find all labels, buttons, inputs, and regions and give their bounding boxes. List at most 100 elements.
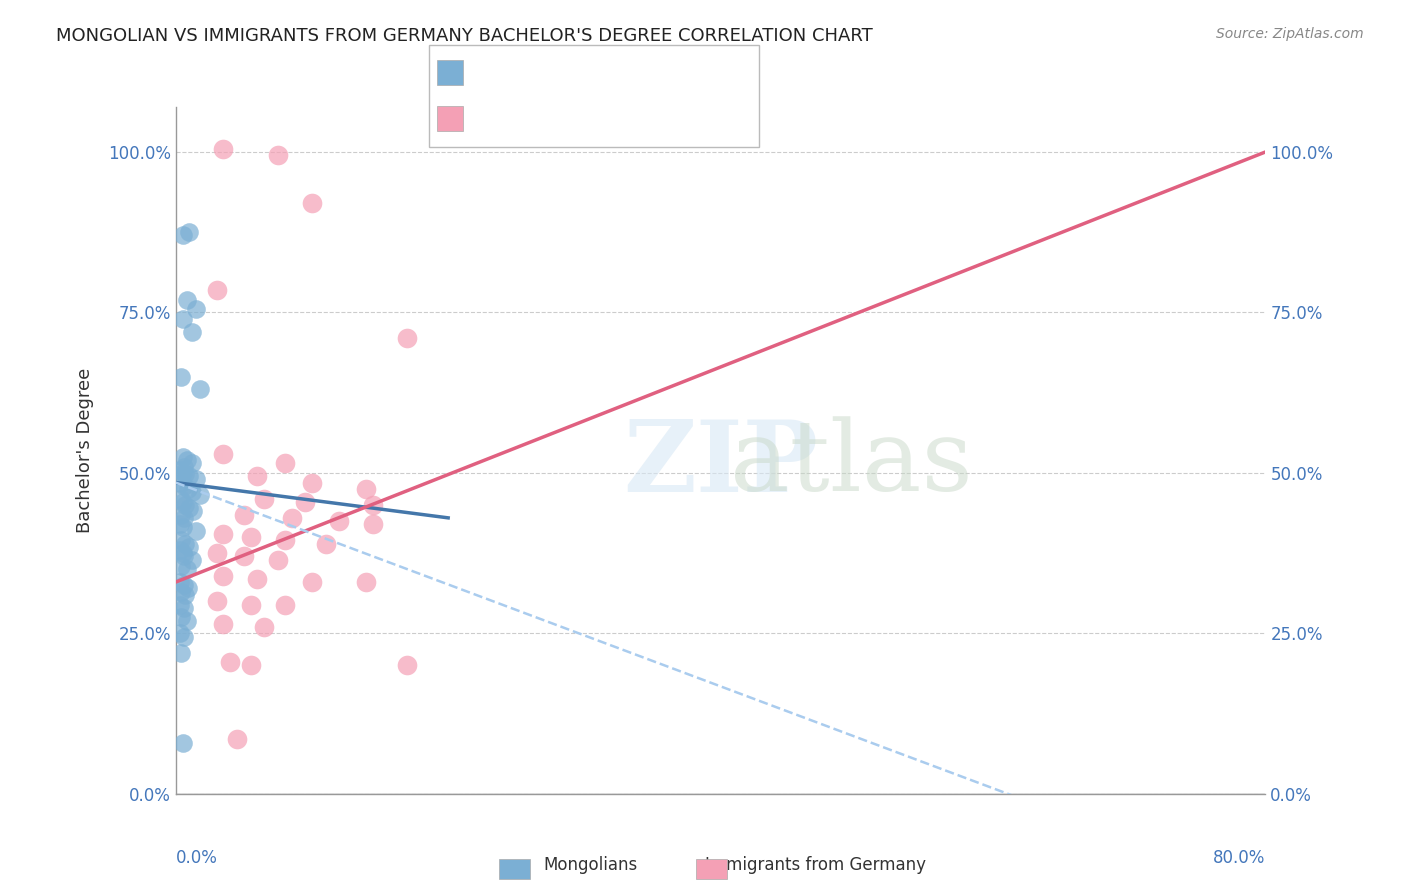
Point (246, 572, 269, 586)
Point (181, 485, 204, 500)
Point (172, 495, 194, 509)
Point (239, 658, 262, 673)
Point (226, 732, 249, 747)
Point (173, 630, 195, 644)
Point (173, 600, 195, 615)
Point (274, 456, 297, 470)
Point (301, 196, 323, 211)
Point (176, 293, 198, 307)
Point (315, 536, 337, 550)
Text: MONGOLIAN VS IMMIGRANTS FROM GERMANY BACHELOR'S DEGREE CORRELATION CHART: MONGOLIAN VS IMMIGRANTS FROM GERMANY BAC… (56, 27, 873, 45)
Point (294, 495, 316, 509)
Point (396, 331, 419, 345)
Text: Immigrants from Germany: Immigrants from Germany (704, 856, 927, 874)
Point (179, 501, 201, 516)
Point (219, 655, 242, 669)
Point (328, 514, 350, 528)
Text: Source: ZipAtlas.com: Source: ZipAtlas.com (1216, 27, 1364, 41)
Point (176, 453, 198, 467)
Point (173, 459, 195, 474)
Point (361, 517, 384, 532)
Point (173, 479, 195, 493)
Point (169, 626, 191, 640)
Point (186, 472, 208, 486)
Point (173, 578, 195, 592)
Point (205, 594, 228, 608)
Point (267, 552, 290, 566)
Point (174, 467, 197, 482)
Point (274, 533, 297, 548)
Point (188, 488, 211, 502)
Point (188, 383, 211, 397)
Point (170, 646, 193, 660)
Point (186, 302, 208, 317)
Point (169, 575, 191, 590)
Point (356, 482, 378, 496)
Point (232, 549, 254, 564)
Point (212, 616, 235, 631)
Point (356, 575, 378, 590)
Point (179, 540, 201, 554)
Point (177, 482, 200, 496)
Point (253, 620, 276, 634)
Point (183, 504, 205, 518)
Point (173, 511, 195, 525)
Point (181, 456, 204, 470)
Point (172, 311, 194, 326)
Point (179, 469, 201, 483)
Point (170, 610, 193, 624)
Point (169, 491, 191, 506)
Text: 0.0%: 0.0% (176, 849, 218, 867)
Point (186, 524, 208, 538)
Point (253, 491, 276, 506)
Point (181, 325, 204, 339)
Point (177, 582, 200, 596)
Point (170, 508, 193, 522)
Point (174, 588, 197, 602)
Point (172, 735, 194, 749)
Point (172, 228, 194, 243)
Point (172, 466, 194, 480)
Text: R = -0.070   N = 59: R = -0.070 N = 59 (443, 58, 616, 73)
Text: ZIP: ZIP (623, 416, 818, 513)
Point (212, 527, 235, 541)
Point (181, 552, 204, 566)
Point (212, 142, 235, 156)
Text: atlas: atlas (730, 417, 973, 512)
Point (212, 447, 235, 461)
Point (239, 598, 262, 612)
Text: Mongolians: Mongolians (543, 856, 638, 874)
Point (169, 543, 191, 558)
Point (170, 584, 193, 599)
Point (267, 148, 290, 162)
Point (205, 546, 228, 560)
Text: R =   0.516   N = 38: R = 0.516 N = 38 (443, 123, 626, 138)
Point (170, 559, 193, 574)
Point (232, 508, 254, 522)
Point (174, 498, 197, 512)
Point (169, 517, 191, 532)
Point (274, 598, 297, 612)
Y-axis label: Bachelor's Degree: Bachelor's Degree (76, 368, 94, 533)
Point (361, 498, 384, 512)
Point (169, 598, 191, 612)
Point (172, 546, 194, 560)
Point (301, 475, 323, 490)
Point (396, 658, 419, 673)
Point (173, 549, 195, 564)
Point (169, 463, 191, 477)
Point (280, 511, 302, 525)
Point (212, 568, 235, 582)
Point (172, 450, 194, 464)
Point (239, 530, 262, 544)
Point (176, 614, 198, 628)
Point (172, 520, 194, 534)
Point (179, 225, 201, 239)
Point (170, 475, 193, 490)
Point (170, 533, 193, 548)
Point (301, 575, 323, 590)
Point (205, 283, 228, 297)
Point (246, 469, 269, 483)
Point (170, 369, 193, 384)
Point (174, 536, 197, 550)
